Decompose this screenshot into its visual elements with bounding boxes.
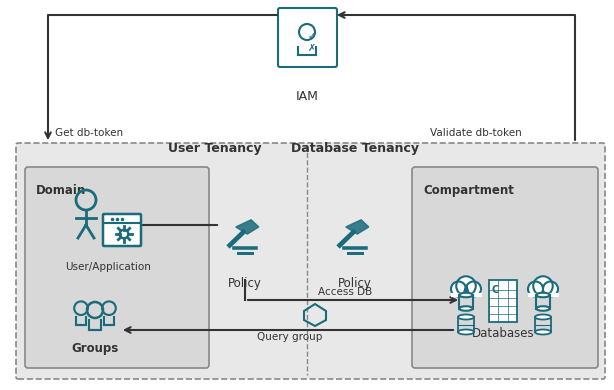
Text: Policy: Policy bbox=[228, 277, 262, 290]
Ellipse shape bbox=[536, 293, 550, 297]
Circle shape bbox=[456, 276, 476, 296]
FancyBboxPatch shape bbox=[16, 143, 605, 379]
Ellipse shape bbox=[535, 314, 551, 319]
Text: Access DB: Access DB bbox=[318, 287, 372, 297]
Polygon shape bbox=[346, 220, 369, 234]
Text: Domain: Domain bbox=[36, 184, 86, 197]
Text: Databases: Databases bbox=[472, 327, 534, 340]
Circle shape bbox=[543, 282, 558, 296]
Ellipse shape bbox=[536, 306, 550, 311]
Circle shape bbox=[466, 282, 481, 296]
Text: Get db-token: Get db-token bbox=[55, 128, 123, 138]
Text: Groups: Groups bbox=[71, 342, 119, 355]
Text: A: A bbox=[463, 284, 469, 294]
Text: User Tenancy: User Tenancy bbox=[168, 142, 262, 155]
Text: Policy: Policy bbox=[338, 277, 372, 290]
Polygon shape bbox=[236, 220, 258, 234]
Text: Compartment: Compartment bbox=[423, 184, 514, 197]
Text: IAM: IAM bbox=[295, 90, 319, 103]
FancyBboxPatch shape bbox=[489, 280, 517, 322]
FancyBboxPatch shape bbox=[278, 8, 337, 67]
FancyBboxPatch shape bbox=[25, 167, 209, 368]
Circle shape bbox=[451, 282, 466, 296]
Ellipse shape bbox=[535, 330, 551, 335]
FancyBboxPatch shape bbox=[412, 167, 598, 368]
Circle shape bbox=[533, 276, 553, 296]
FancyBboxPatch shape bbox=[103, 214, 141, 246]
Text: C: C bbox=[492, 285, 499, 295]
Text: Database Tenancy: Database Tenancy bbox=[291, 142, 419, 155]
Ellipse shape bbox=[459, 293, 473, 297]
Text: ✓: ✓ bbox=[308, 31, 316, 41]
Ellipse shape bbox=[459, 306, 473, 311]
Text: User/Application: User/Application bbox=[65, 262, 151, 272]
Ellipse shape bbox=[458, 330, 474, 335]
Text: Query group: Query group bbox=[257, 332, 323, 342]
Circle shape bbox=[528, 282, 543, 296]
Ellipse shape bbox=[458, 314, 474, 319]
Text: Validate db-token: Validate db-token bbox=[430, 128, 522, 138]
Text: ✗: ✗ bbox=[308, 43, 316, 53]
